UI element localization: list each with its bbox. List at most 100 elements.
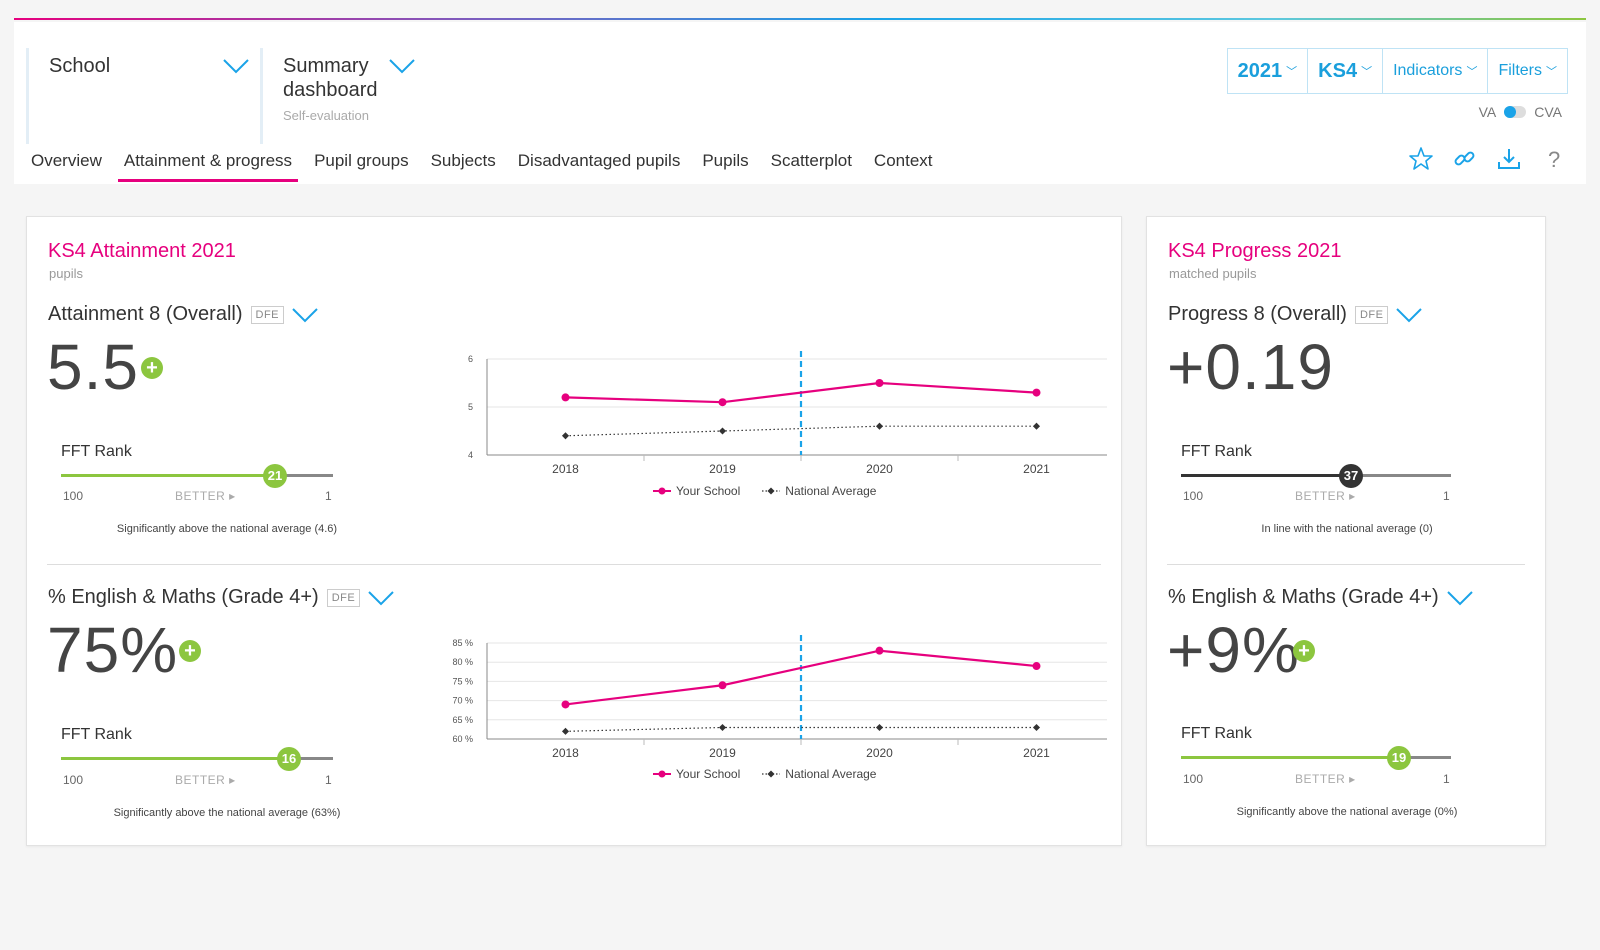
legend-your-school: Your School bbox=[653, 767, 740, 781]
metric-title-text: Progress 8 (Overall) bbox=[1168, 303, 1347, 325]
national-average-point bbox=[1032, 422, 1041, 430]
year-filter[interactable]: 2021 ﹀ bbox=[1228, 49, 1309, 93]
y-tick-label: 5 bbox=[468, 402, 473, 412]
rank-high: 1 bbox=[1443, 489, 1450, 503]
metric-title-text: Attainment 8 (Overall) bbox=[48, 303, 243, 325]
indicators-filter[interactable]: Indicators ﹀ bbox=[1383, 49, 1489, 93]
year-filter-label: 2021 bbox=[1237, 59, 1283, 82]
header: School Summary dashboard Self-evaluation… bbox=[14, 22, 1586, 184]
tab-scatterplot[interactable]: Scatterplot bbox=[770, 151, 852, 170]
your-school-point bbox=[718, 681, 727, 690]
rank-slider: 21 bbox=[61, 464, 333, 488]
rank-fill bbox=[61, 474, 275, 477]
download-icon[interactable] bbox=[1496, 146, 1522, 172]
card-subtitle: matched pupils bbox=[1169, 266, 1257, 281]
legend-label: Your School bbox=[676, 767, 741, 781]
national-average-point bbox=[561, 432, 570, 440]
tab-overview[interactable]: Overview bbox=[31, 151, 102, 170]
legend-label: National Average bbox=[785, 767, 877, 781]
keystage-filter[interactable]: KS4 ﹀ bbox=[1308, 49, 1384, 93]
divider bbox=[1167, 564, 1525, 565]
star-icon[interactable] bbox=[1408, 146, 1434, 172]
your-school-point bbox=[1032, 662, 1041, 671]
rank-knob: 37 bbox=[1339, 464, 1363, 488]
y-tick-label: 70 % bbox=[452, 696, 473, 706]
national-average-point bbox=[718, 723, 727, 732]
national-average-point bbox=[561, 727, 570, 735]
your-school-point bbox=[875, 379, 884, 387]
fft-rank-label: FFT Rank bbox=[61, 443, 132, 460]
chevron-down-icon[interactable] bbox=[292, 307, 318, 323]
card-title: KS4 Progress 2021 bbox=[1168, 240, 1342, 262]
rank-knob: 21 bbox=[263, 464, 287, 488]
x-tick-label: 2020 bbox=[866, 746, 893, 760]
your-school-point bbox=[561, 393, 570, 402]
metric-title: % English & Maths (Grade 4+) DFE bbox=[48, 586, 394, 609]
rank-fill bbox=[1181, 474, 1351, 477]
chevron-down-icon[interactable] bbox=[368, 590, 394, 606]
national-average-point bbox=[718, 427, 727, 435]
your-school-point bbox=[875, 646, 884, 655]
switch-knob bbox=[1504, 106, 1517, 118]
school-selector[interactable]: School bbox=[26, 48, 249, 144]
card-subtitle: pupils bbox=[49, 266, 83, 281]
rank-high: 1 bbox=[325, 773, 332, 787]
y-tick-label: 6 bbox=[468, 354, 473, 364]
toggle-label-cva: CVA bbox=[1534, 104, 1562, 120]
plus-icon: + bbox=[179, 640, 201, 662]
chevron-down-icon: ﹀ bbox=[1361, 66, 1373, 78]
svg-text:?: ? bbox=[1548, 147, 1560, 172]
y-tick-label: 60 % bbox=[452, 734, 473, 744]
your-school-line bbox=[565, 381, 1037, 404]
metric-title: Progress 8 (Overall) DFE bbox=[1168, 303, 1423, 326]
legend-national-average: National Average bbox=[762, 767, 876, 781]
tab-pupils[interactable]: Pupils bbox=[702, 151, 749, 170]
chart-legend: Your School National Average bbox=[653, 484, 876, 498]
better-label: BETTER ▸ bbox=[1295, 489, 1356, 503]
dashboard-selector-sub: Self-evaluation bbox=[283, 108, 369, 123]
chevron-down-icon[interactable] bbox=[1446, 590, 1473, 606]
x-tick-label: 2019 bbox=[709, 746, 736, 760]
x-tick-label: 2019 bbox=[709, 462, 736, 476]
rank-slider: 37 bbox=[1181, 464, 1451, 488]
metric-value: +0.19 bbox=[1167, 331, 1334, 403]
chevron-down-icon: ﹀ bbox=[1466, 66, 1478, 78]
legend-national-average: National Average bbox=[762, 484, 876, 498]
va-cva-toggle: VA CVA bbox=[1479, 104, 1562, 120]
chevron-down-icon[interactable] bbox=[1396, 307, 1423, 323]
attainment8-line-chart: 6 5 4 2018 2019 2020 2021 bbox=[468, 351, 1107, 476]
tab-context[interactable]: Context bbox=[873, 151, 933, 170]
dfe-badge: DFE bbox=[326, 588, 361, 607]
filters-button[interactable]: Filters ﹀ bbox=[1488, 49, 1567, 93]
national-average-line bbox=[565, 726, 1037, 732]
rank-fill bbox=[1181, 756, 1399, 759]
help-icon[interactable]: ? bbox=[1540, 146, 1566, 172]
chevron-down-icon[interactable] bbox=[223, 58, 249, 74]
x-tick-label: 2018 bbox=[552, 746, 579, 760]
legend-your-school: Your School bbox=[653, 484, 740, 498]
chevron-down-icon[interactable] bbox=[389, 58, 415, 74]
keystage-filter-label: KS4 bbox=[1318, 59, 1358, 82]
x-tick-label: 2020 bbox=[866, 462, 893, 476]
fft-rank-label: FFT Rank bbox=[1181, 725, 1252, 742]
rank-high: 1 bbox=[1443, 772, 1450, 786]
tab-bar: Overview Attainment & progress Pupil gro… bbox=[20, 150, 944, 182]
tab-disadvantaged-pupils[interactable]: Disadvantaged pupils bbox=[517, 151, 681, 170]
link-icon[interactable] bbox=[1452, 146, 1478, 172]
plus-icon: + bbox=[141, 357, 163, 379]
tab-subjects[interactable]: Subjects bbox=[430, 151, 496, 170]
va-cva-switch[interactable] bbox=[1504, 106, 1527, 118]
fft-rank-label: FFT Rank bbox=[1181, 443, 1252, 460]
legend-label: Your School bbox=[676, 484, 741, 498]
metric-title: Attainment 8 (Overall) DFE bbox=[48, 303, 318, 326]
tab-pupil-groups[interactable]: Pupil groups bbox=[314, 151, 409, 170]
tab-attainment-progress[interactable]: Attainment & progress bbox=[113, 150, 303, 182]
progress-card: KS4 Progress 2021 matched pupils Progres… bbox=[1146, 216, 1546, 846]
rank-slider: 19 bbox=[1181, 746, 1451, 770]
metric-title-text: % English & Maths (Grade 4+) bbox=[48, 586, 319, 608]
dashboard-selector-label: Summary dashboard bbox=[283, 55, 378, 101]
metric-title-text: % English & Maths (Grade 4+) bbox=[1168, 586, 1439, 608]
chart-legend: Your School National Average bbox=[653, 767, 876, 781]
chevron-down-icon: ﹀ bbox=[1286, 66, 1298, 78]
dashboard-selector[interactable]: Summary dashboard Self-evaluation bbox=[260, 48, 430, 144]
